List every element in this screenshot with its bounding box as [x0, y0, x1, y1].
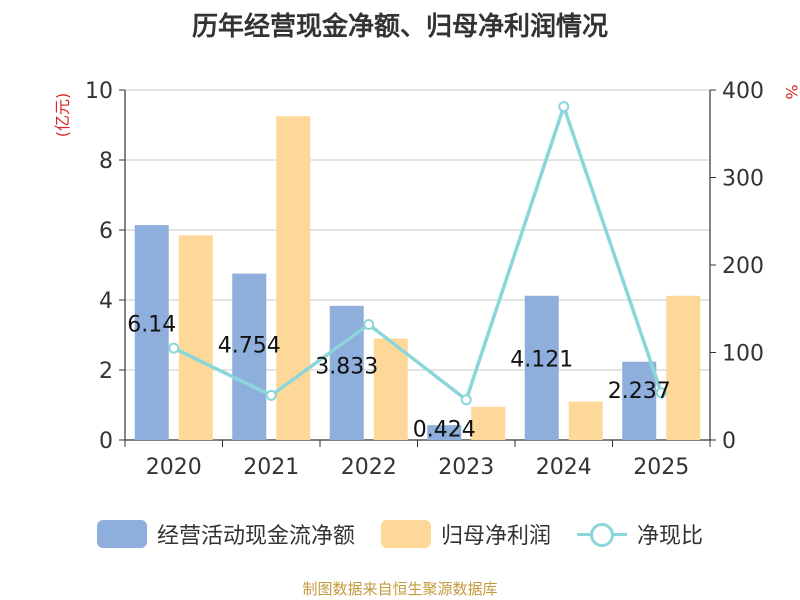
- source-note: 制图数据来自恒生聚源数据库: [302, 580, 498, 598]
- point-ratio-2022: [363, 319, 375, 330]
- y-left-tick-label-0: 0: [99, 429, 113, 454]
- bar-net-profit-2021: [276, 116, 311, 440]
- y-left-tick-label-5: 10: [85, 79, 113, 104]
- data-label-cashflow-2025: 2.237: [608, 379, 671, 404]
- legend-swatch-net-profit: [380, 520, 431, 548]
- data-label-cashflow-2021: 4.754: [218, 334, 281, 359]
- y-left-tick-label-2: 4: [99, 289, 113, 314]
- y-left-tick-label-4: 8: [99, 149, 113, 174]
- bar-net-profit-2023: [471, 406, 506, 440]
- point-ratio-2025: [655, 387, 667, 399]
- line-ratio: [172, 101, 663, 403]
- x-tick-label-2020: 2020: [146, 455, 202, 480]
- data-label-cashflow-2022: 3.833: [315, 355, 378, 380]
- legend-label-ratio: 净现比: [637, 524, 704, 549]
- chart-title: 历年经营现金净额、归母净利润情况: [191, 12, 608, 42]
- legend-swatch-cashflow: [96, 520, 147, 548]
- y-left-axis-label: (亿元): [53, 93, 72, 138]
- data-label-cashflow-2023: 0.424: [413, 418, 476, 443]
- bar-net-profit-2022: [373, 338, 408, 440]
- legend: 经营活动现金流净额 归母净利润 净现比: [0, 518, 800, 550]
- x-tick-label-2022: 2022: [341, 455, 397, 480]
- y-left-tick-label-1: 2: [99, 359, 113, 384]
- bar-cashflow-2022: [329, 305, 364, 440]
- y-right-tick-label-1: 100: [722, 342, 764, 367]
- point-ratio-2024: [558, 101, 570, 113]
- legend-label-net-profit: 归母净利润: [440, 524, 551, 549]
- bar-cashflow-2024: [524, 295, 559, 440]
- data-label-cashflow-2020: 6.14: [127, 313, 176, 338]
- y-right-axis-label: %: [782, 84, 800, 99]
- bar-cashflow-2023: [427, 425, 462, 440]
- point-ratio-2020: [168, 342, 180, 354]
- y-right-tick-label-3: 300: [722, 167, 764, 192]
- y-right-tick-label-0: 0: [722, 429, 736, 454]
- x-tick-label-2024: 2024: [536, 455, 592, 480]
- y-right-tick-label-2: 200: [722, 254, 764, 279]
- bar-cashflow-2021: [232, 273, 267, 440]
- x-tick-label-2023: 2023: [438, 455, 494, 480]
- bar-cashflow-2020: [134, 225, 169, 440]
- legend-item-cashflow[interactable]: 经营活动现金流净额: [96, 518, 355, 550]
- bar-net-profit-2020: [178, 235, 213, 440]
- legend-item-ratio[interactable]: 净现比: [577, 518, 703, 550]
- x-tick-label-2021: 2021: [243, 455, 299, 480]
- bar-net-profit-2025: [666, 295, 701, 440]
- x-tick-label-2025: 2025: [633, 455, 689, 480]
- data-label-cashflow-2024: 4.121: [510, 348, 573, 373]
- legend-swatch-ratio-icon: [577, 520, 627, 548]
- bar-net-profit-2024: [568, 401, 603, 440]
- y-right-tick-label-4: 400: [722, 79, 764, 104]
- bar-cashflow-2025: [622, 361, 657, 440]
- point-ratio-2021: [265, 389, 277, 401]
- legend-label-cashflow: 经营活动现金流净额: [156, 524, 355, 549]
- legend-item-net-profit[interactable]: 归母净利润: [380, 518, 551, 550]
- y-left-tick-label-3: 6: [99, 219, 113, 244]
- point-ratio-2023: [460, 394, 472, 406]
